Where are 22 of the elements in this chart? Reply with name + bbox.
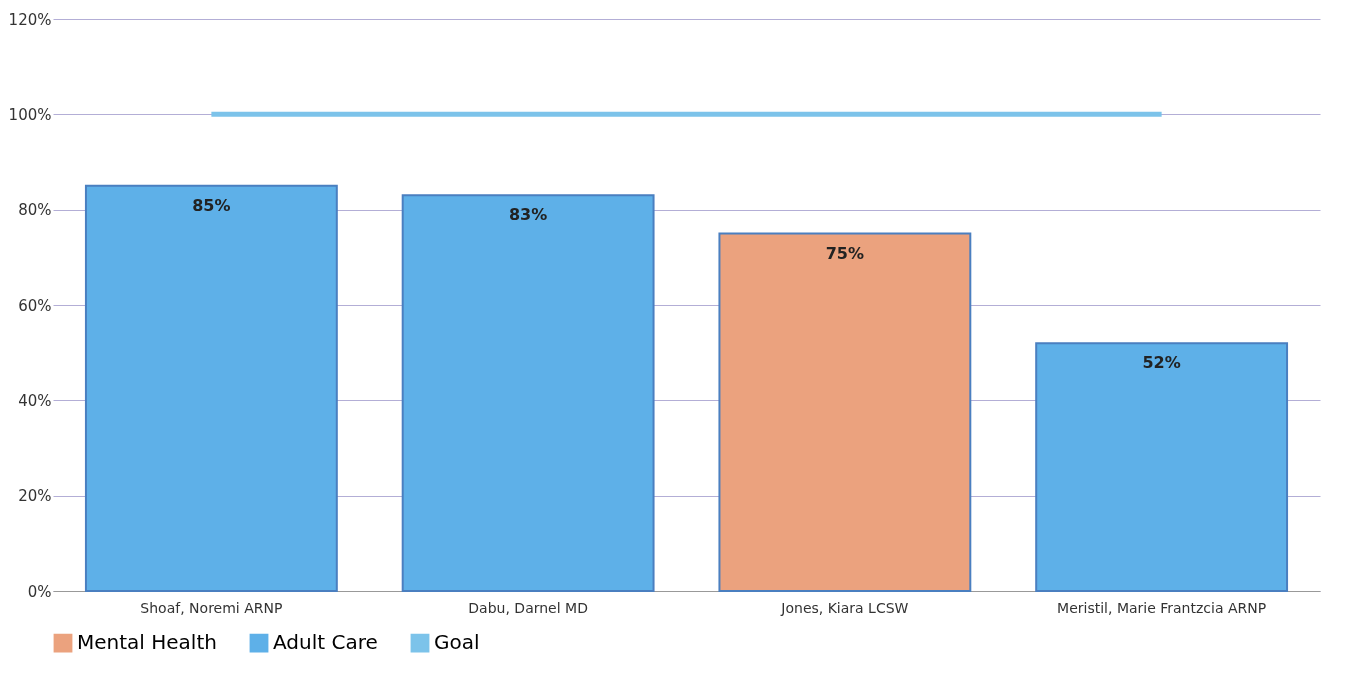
legend-label: Adult Care — [273, 630, 378, 655]
x-tick-label: Shoaf, Noremi ARNP — [140, 599, 283, 616]
x-tick-label: Meristil, Marie Frantzcia ARNP — [1057, 599, 1267, 616]
y-tick-label: 20% — [18, 487, 52, 506]
bar — [1035, 342, 1289, 592]
y-tick-label: 40% — [18, 391, 52, 410]
data-label: 75% — [825, 243, 865, 263]
legend-label: Goal — [434, 630, 480, 655]
bar — [718, 232, 972, 592]
data-label: 52% — [1142, 353, 1181, 373]
bar — [401, 194, 655, 592]
bar — [84, 184, 338, 592]
x-tick-label: Jones, Kiara LCSW — [780, 599, 909, 616]
y-tick-label: 120% — [8, 10, 52, 29]
data-label: 85% — [192, 195, 231, 215]
y-tick-label: 80% — [18, 201, 52, 220]
x-tick-label: Dabu, Darnel MD — [468, 599, 588, 616]
y-tick-label: 100% — [8, 105, 52, 124]
y-tick-label: 0% — [27, 582, 52, 601]
data-label: 83% — [508, 205, 548, 225]
y-tick-label: 60% — [18, 296, 52, 315]
legend-label: Mental Health — [77, 630, 217, 655]
